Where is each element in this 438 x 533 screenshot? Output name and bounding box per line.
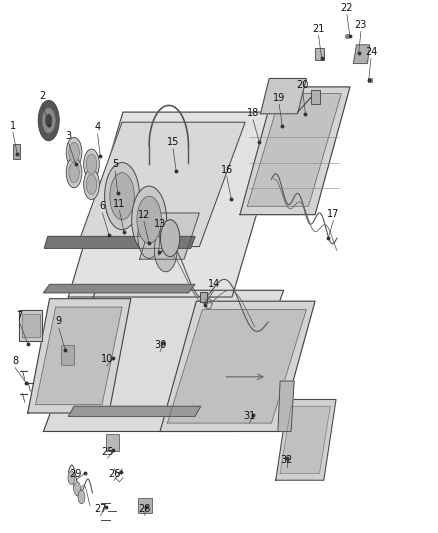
Text: 15: 15 — [167, 138, 179, 148]
Text: 18: 18 — [247, 108, 259, 118]
Text: 24: 24 — [365, 47, 377, 56]
Text: 3: 3 — [65, 131, 71, 141]
Polygon shape — [77, 122, 245, 247]
Text: 17: 17 — [327, 209, 339, 219]
Circle shape — [110, 173, 134, 220]
Circle shape — [86, 154, 97, 174]
Circle shape — [69, 163, 79, 183]
Circle shape — [66, 158, 82, 188]
FancyBboxPatch shape — [106, 434, 119, 451]
Text: 27: 27 — [94, 504, 106, 514]
FancyBboxPatch shape — [311, 90, 320, 104]
Circle shape — [84, 169, 99, 199]
Text: 9: 9 — [56, 317, 62, 326]
Text: 31: 31 — [244, 411, 256, 422]
Circle shape — [137, 196, 161, 243]
Circle shape — [42, 108, 55, 133]
FancyBboxPatch shape — [61, 345, 74, 365]
Text: 14: 14 — [208, 279, 220, 288]
Polygon shape — [167, 310, 306, 423]
Text: 29: 29 — [70, 469, 82, 479]
Text: 22: 22 — [341, 3, 353, 13]
Text: 7: 7 — [16, 311, 23, 320]
Text: 20: 20 — [297, 80, 309, 90]
Polygon shape — [43, 285, 195, 293]
Circle shape — [69, 142, 79, 163]
Polygon shape — [240, 87, 350, 215]
Text: 30: 30 — [154, 340, 166, 350]
Polygon shape — [68, 406, 201, 416]
Text: 5: 5 — [112, 159, 118, 169]
Circle shape — [68, 471, 75, 484]
Polygon shape — [353, 45, 370, 63]
Text: 12: 12 — [138, 209, 150, 220]
Circle shape — [105, 163, 140, 230]
Circle shape — [132, 186, 166, 253]
Polygon shape — [19, 310, 42, 341]
FancyBboxPatch shape — [138, 498, 152, 513]
Polygon shape — [68, 112, 287, 297]
Text: 23: 23 — [355, 20, 367, 30]
FancyBboxPatch shape — [13, 144, 20, 159]
Text: 8: 8 — [12, 356, 18, 366]
Circle shape — [74, 482, 81, 495]
Text: 21: 21 — [312, 24, 325, 34]
Text: 16: 16 — [221, 165, 233, 175]
Polygon shape — [261, 78, 306, 114]
Polygon shape — [278, 381, 294, 431]
Text: 6: 6 — [99, 201, 106, 211]
Circle shape — [45, 114, 52, 127]
Circle shape — [138, 215, 160, 259]
Polygon shape — [44, 237, 195, 248]
Circle shape — [38, 100, 59, 141]
FancyBboxPatch shape — [315, 49, 324, 60]
Text: 28: 28 — [138, 504, 151, 514]
Polygon shape — [280, 406, 330, 473]
Circle shape — [160, 220, 180, 257]
Polygon shape — [43, 290, 284, 431]
Text: 19: 19 — [273, 93, 286, 103]
Text: 13: 13 — [154, 219, 166, 229]
Polygon shape — [247, 94, 341, 206]
Polygon shape — [21, 314, 39, 336]
Text: 32: 32 — [280, 455, 293, 465]
Text: 1: 1 — [10, 120, 16, 131]
Text: 10: 10 — [101, 354, 113, 364]
Polygon shape — [276, 400, 336, 480]
Text: 2: 2 — [39, 91, 45, 101]
Circle shape — [86, 174, 97, 195]
Text: 26: 26 — [108, 469, 120, 479]
Circle shape — [154, 228, 177, 272]
Polygon shape — [28, 298, 131, 413]
Polygon shape — [140, 213, 199, 259]
Text: 4: 4 — [95, 122, 101, 132]
Circle shape — [84, 149, 99, 179]
Polygon shape — [35, 307, 122, 405]
Text: 11: 11 — [113, 199, 126, 209]
Text: 25: 25 — [102, 447, 114, 457]
FancyBboxPatch shape — [200, 292, 207, 302]
Polygon shape — [160, 301, 315, 431]
Circle shape — [66, 138, 82, 167]
Circle shape — [78, 490, 85, 504]
